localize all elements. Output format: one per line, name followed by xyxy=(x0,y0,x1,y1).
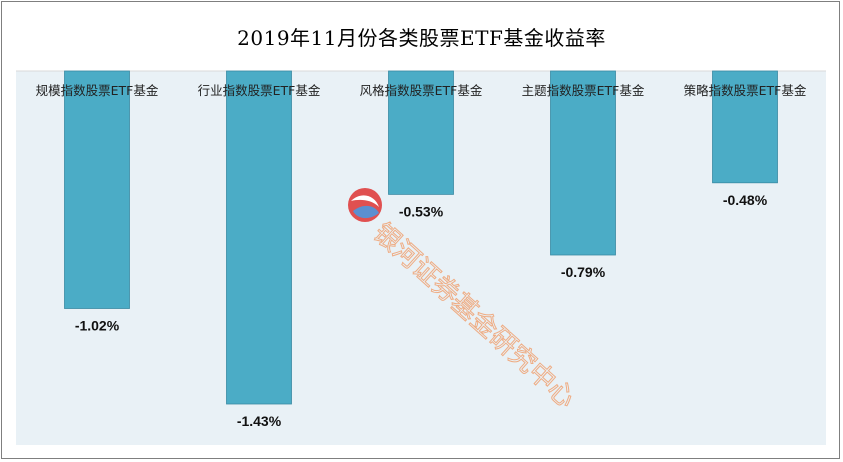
category-label-2: 行业指数股票ETF基金 xyxy=(198,83,321,98)
bar-1 xyxy=(64,70,130,309)
chart-title: 2019年11月份各类股票ETF基金收益率 xyxy=(237,26,606,50)
category-label-4: 主题指数股票ETF基金 xyxy=(522,83,645,98)
watermark-logo xyxy=(348,188,382,222)
bar-4 xyxy=(550,70,616,256)
category-label-1: 规模指数股票ETF基金 xyxy=(36,83,159,98)
category-label-5: 策略指数股票ETF基金 xyxy=(684,83,807,98)
category-label-3: 风格指数股票ETF基金 xyxy=(360,83,483,98)
bar-2 xyxy=(226,70,292,405)
data-label-5: -0.48% xyxy=(723,192,768,208)
bar-5 xyxy=(712,70,778,184)
data-label-2: -1.43% xyxy=(237,413,282,429)
bar-3 xyxy=(388,70,454,195)
data-label-1: -1.02% xyxy=(75,318,120,334)
data-label-3: -0.53% xyxy=(399,203,444,219)
data-label-4: -0.79% xyxy=(561,264,606,280)
